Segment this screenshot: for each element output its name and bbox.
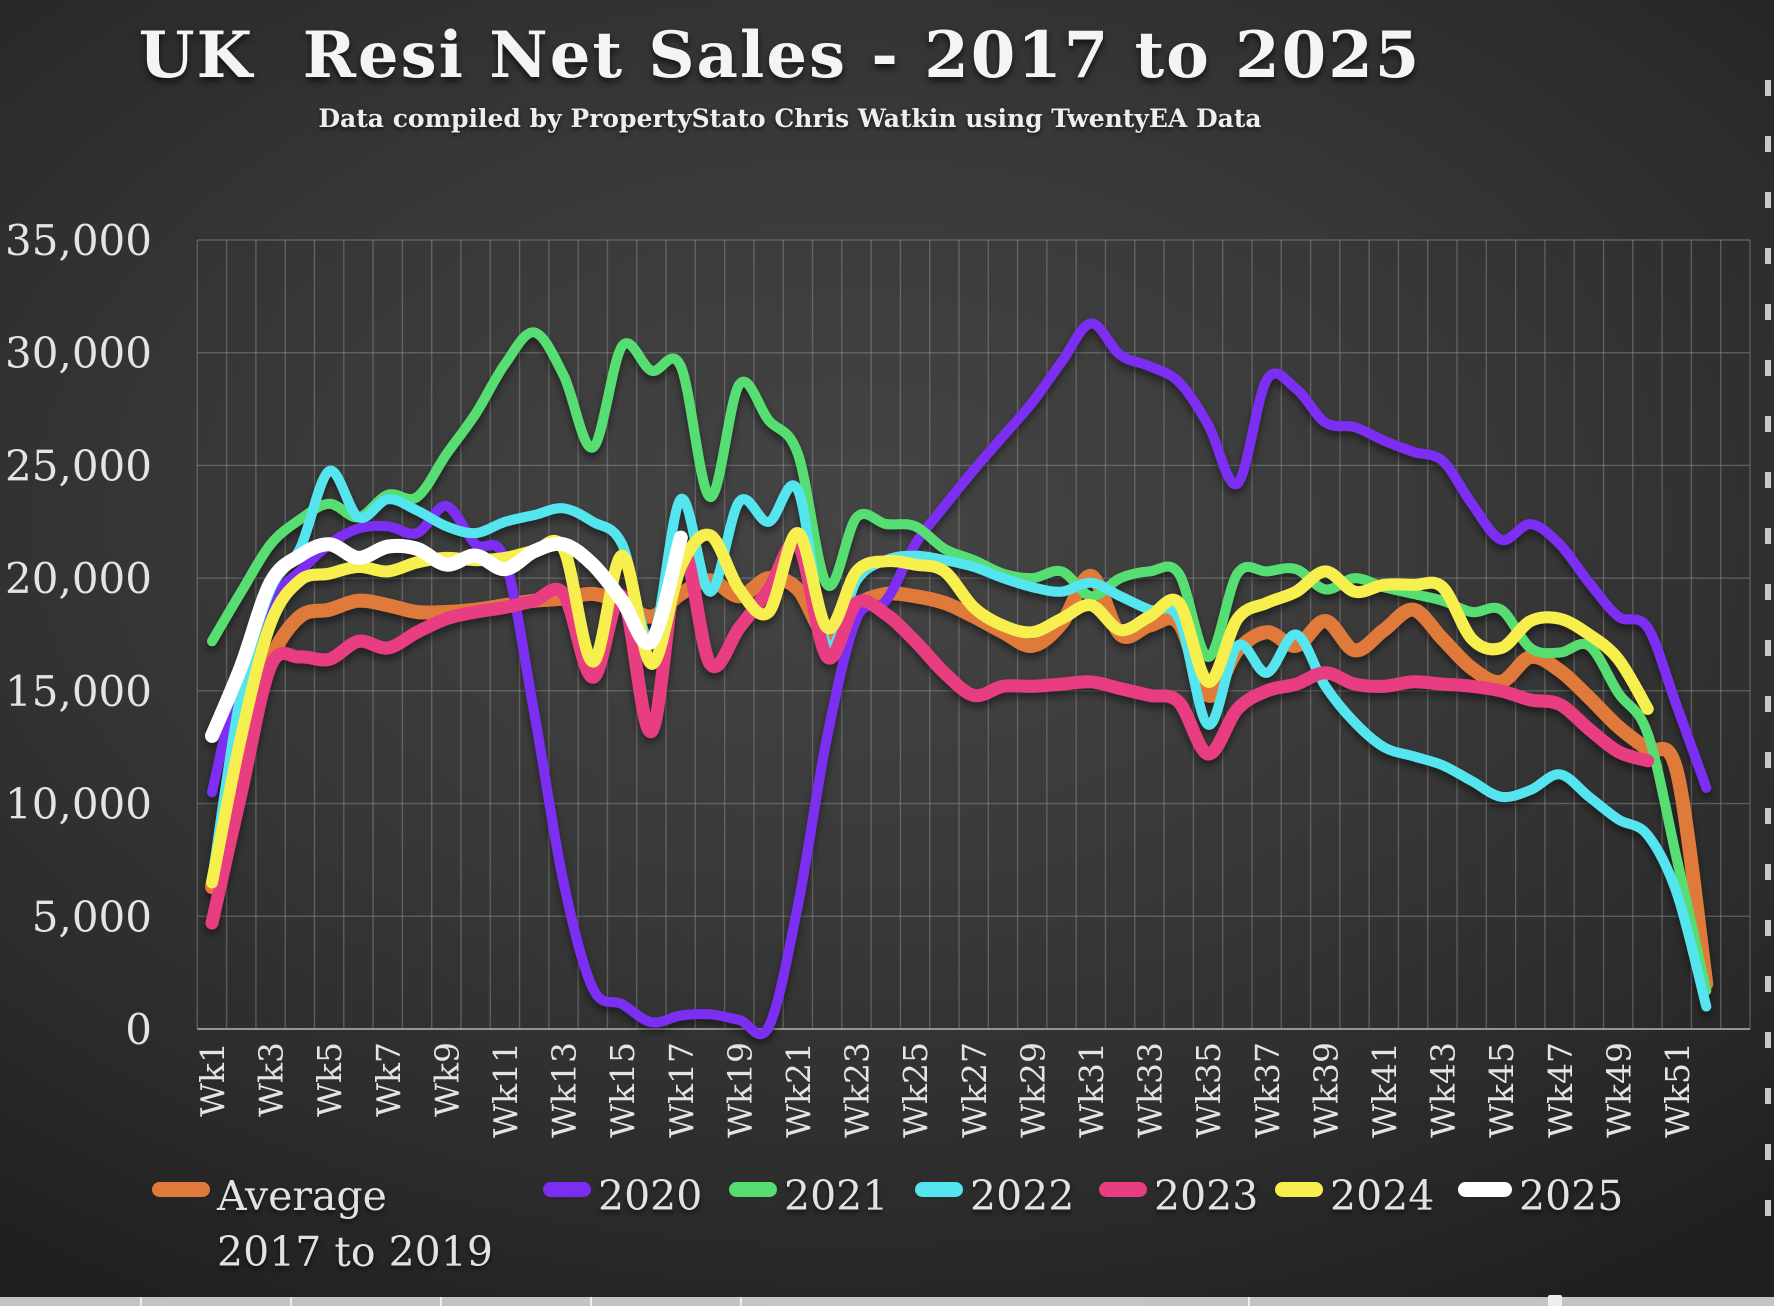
- series-lines: [205, 318, 1714, 1039]
- x-axis-label: Wk25: [896, 1042, 935, 1138]
- x-axis: Wk1 Wk3 Wk5 Wk7 Wk9 Wk11 Wk13 Wk15 Wk17 Wk19 Wk21 W…: [193, 1042, 1697, 1138]
- x-axis-label: Wk15: [603, 1042, 642, 1138]
- series-line-2025: [205, 530, 688, 743]
- legend-swatch: [1275, 1182, 1323, 1197]
- legend-label: 2024: [1330, 1172, 1435, 1220]
- x-axis-label: Wk5: [310, 1042, 349, 1117]
- legend-label: 2023: [1154, 1172, 1259, 1220]
- legend-swatch: [729, 1182, 777, 1197]
- progress-notch: [1548, 1295, 1562, 1306]
- y-axis-label: 25,000: [5, 441, 152, 490]
- x-axis-label: Wk9: [427, 1042, 466, 1117]
- legend-item-average-2017-to-2019: Average 2017 to 2019: [152, 1168, 497, 1280]
- legend-item-2021: 2021: [729, 1168, 888, 1224]
- y-axis-label: 30,000: [5, 329, 152, 378]
- x-axis-label: Wk29: [1013, 1042, 1052, 1138]
- progress-tick: [140, 1297, 142, 1306]
- progress-tick: [1248, 1297, 1250, 1306]
- x-axis-label: Wk49: [1599, 1042, 1638, 1138]
- legend-label: 2025: [1519, 1172, 1624, 1220]
- chart-title: UK Resi Net Sales - 2017 to 2025: [138, 18, 1422, 93]
- x-axis-label: Wk41: [1365, 1042, 1404, 1138]
- series-line-2022: [207, 466, 1712, 1012]
- legend-swatch: [152, 1182, 210, 1197]
- y-axis-label: 10,000: [5, 780, 152, 829]
- y-axis-label: 20,000: [5, 554, 152, 603]
- y-axis-label: 15,000: [5, 667, 152, 716]
- chart-subtitle: Data compiled by PropertyStato Chris Wat…: [318, 104, 1262, 133]
- x-axis-label: Wk17: [662, 1042, 701, 1138]
- legend-item-2025: 2025: [1458, 1168, 1623, 1224]
- video-progress-bar[interactable]: [0, 1295, 1774, 1306]
- x-axis-label: Wk35: [1189, 1042, 1228, 1138]
- legend-label: 2020: [598, 1172, 703, 1220]
- legend-label: 2022: [970, 1172, 1075, 1220]
- y-axis: 0 5,000 10,000 15,000 20,000 25,000 30,000 35,0…: [5, 216, 152, 1054]
- x-axis-label: Wk39: [1306, 1042, 1345, 1138]
- progress-tick: [440, 1297, 442, 1306]
- x-axis-label: Wk37: [1248, 1042, 1287, 1138]
- x-axis-label: Wk1: [193, 1042, 232, 1117]
- legend-swatch: [1099, 1182, 1147, 1197]
- x-axis-label: Wk23: [838, 1042, 877, 1138]
- x-axis-label: Wk27: [955, 1042, 994, 1138]
- series-line-2021: [207, 327, 1712, 996]
- x-axis-label: Wk11: [486, 1042, 525, 1138]
- x-axis-label: Wk13: [545, 1042, 584, 1138]
- y-axis-label: 35,000: [5, 216, 152, 265]
- y-axis-label: 0: [125, 1005, 152, 1054]
- legend-label: 2021: [784, 1172, 889, 1220]
- x-axis-label: Wk21: [779, 1042, 818, 1138]
- legend-item-2024: 2024: [1275, 1168, 1434, 1224]
- x-axis-label: Wk51: [1658, 1042, 1697, 1138]
- x-axis-label: Wk33: [1131, 1042, 1170, 1138]
- x-axis-label: Wk47: [1541, 1042, 1580, 1138]
- y-axis-label: 5,000: [32, 892, 152, 941]
- legend-swatch: [1458, 1182, 1512, 1197]
- legend-item-2020: 2020: [543, 1168, 702, 1224]
- x-axis-label: Wk19: [720, 1042, 759, 1138]
- series-line-2023: [205, 535, 1655, 930]
- x-axis-label: Wk31: [1072, 1042, 1111, 1138]
- x-axis-label: Wk3: [252, 1042, 291, 1117]
- legend-swatch: [915, 1182, 963, 1197]
- legend-label: Average 2017 to 2019: [217, 1172, 493, 1276]
- progress-tick: [290, 1297, 292, 1306]
- x-axis-label: Wk43: [1424, 1042, 1463, 1138]
- x-axis-label: Wk7: [369, 1042, 408, 1117]
- legend-swatch: [543, 1182, 591, 1197]
- progress-tick: [590, 1297, 592, 1306]
- progress-tick: [740, 1297, 742, 1306]
- x-axis-label: Wk45: [1482, 1042, 1521, 1138]
- legend-item-2022: 2022: [915, 1168, 1074, 1224]
- legend-item-2023: 2023: [1099, 1168, 1258, 1224]
